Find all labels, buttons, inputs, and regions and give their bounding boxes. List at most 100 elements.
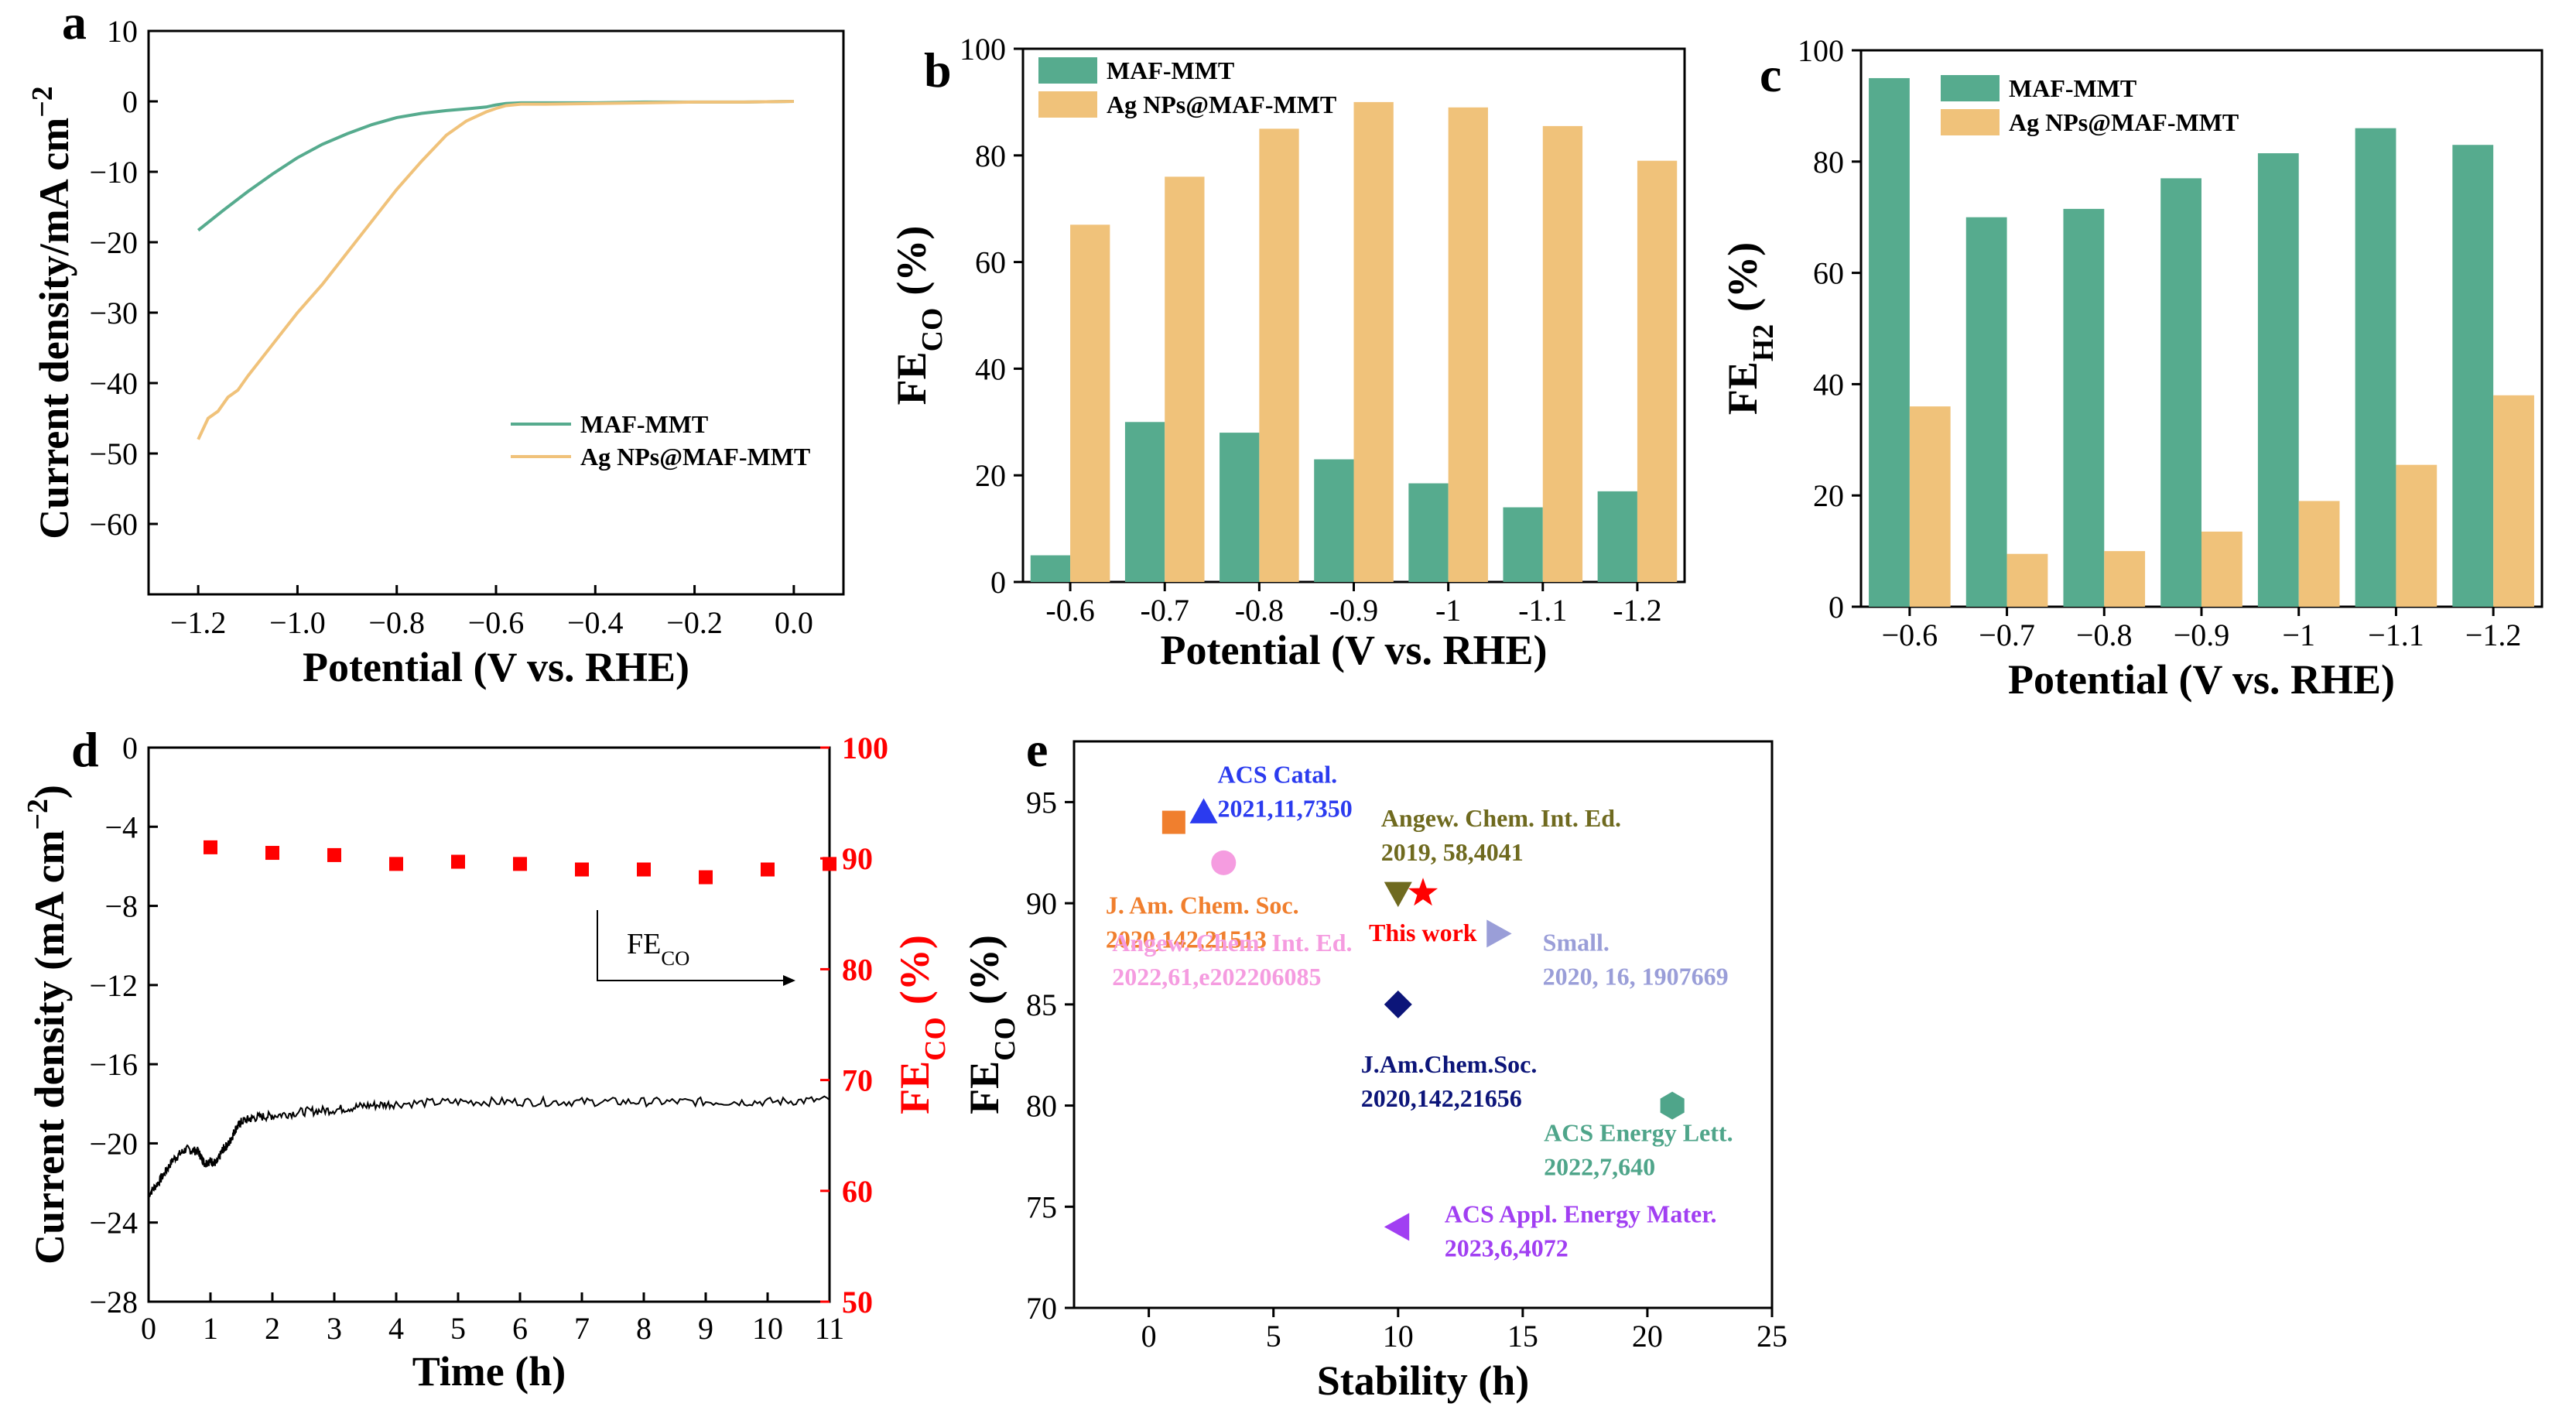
arrow-head-d bbox=[783, 975, 795, 986]
y-tick-label-c: 40 bbox=[1813, 367, 1844, 402]
panel-label-b: b bbox=[924, 43, 952, 98]
point-label-e-2: Angew. Chem. Int. Ed. bbox=[1112, 929, 1352, 957]
y-tick-label-c: 100 bbox=[1798, 33, 1844, 68]
y-tick-label-e: 80 bbox=[1026, 1089, 1057, 1124]
point-label-e-0: 2021,11,7350 bbox=[1218, 795, 1353, 823]
y-tick-label-a: −10 bbox=[89, 155, 138, 190]
annotation-arrow-d bbox=[597, 910, 791, 981]
bar-b-s1-5 bbox=[1542, 125, 1583, 582]
x-tick-label-c: −1.1 bbox=[2368, 618, 2424, 652]
y-axis-label-c-part: FE bbox=[1719, 361, 1766, 415]
point-label-e-2: 2022,61,e202206085 bbox=[1112, 963, 1321, 991]
legend-label-a-0: MAF-MMT bbox=[580, 410, 708, 438]
panel-label-d: d bbox=[71, 722, 99, 777]
x-tick-label-b: -0.8 bbox=[1235, 593, 1284, 628]
x-tick-label-d: 2 bbox=[265, 1311, 280, 1346]
legend-label-b-1: Ag NPs@MAF-MMT bbox=[1107, 91, 1336, 118]
bar-c-s1-3 bbox=[2201, 531, 2242, 607]
x-tick-label-d: 8 bbox=[636, 1311, 652, 1346]
x-tick-label-a: −0.6 bbox=[468, 605, 525, 640]
scatter-point-e-3 bbox=[1384, 881, 1412, 908]
x-tick-label-d: 9 bbox=[698, 1311, 713, 1346]
current-density-line-d bbox=[148, 1094, 830, 1197]
annotation-label-d-part: CO bbox=[661, 946, 689, 970]
point-label-e-6: 2020,142,21656 bbox=[1361, 1084, 1522, 1112]
panel-label-e: e bbox=[1026, 722, 1048, 777]
x-axis-label-a: Potential (V vs. RHE) bbox=[303, 644, 689, 690]
point-label-e-4: This work bbox=[1369, 919, 1477, 946]
y2-axis-label-d: FECO (%) bbox=[891, 935, 952, 1114]
annotation-label-d-part: FE bbox=[627, 928, 661, 960]
x-tick-label-e: 0 bbox=[1141, 1319, 1157, 1354]
y-axis-label-e-part: CO bbox=[989, 1017, 1021, 1061]
x-tick-label-d: 1 bbox=[203, 1311, 218, 1346]
bar-b-s0-5 bbox=[1503, 507, 1543, 582]
x-tick-label-a: −1.2 bbox=[170, 605, 227, 640]
x-axis-label-d: Time (h) bbox=[412, 1348, 566, 1395]
x-tick-label-a: 0.0 bbox=[775, 605, 813, 640]
y-tick-label-d: 0 bbox=[122, 731, 138, 765]
y-axis-label-c-part: H2 bbox=[1747, 324, 1780, 361]
y-tick-label-b: 20 bbox=[975, 458, 1006, 493]
scatter-point-e-5 bbox=[1486, 919, 1512, 948]
y-axis-label-d-part: ) bbox=[26, 785, 73, 799]
y-tick-label-a: 0 bbox=[122, 84, 138, 119]
x-tick-label-b: -1.2 bbox=[1613, 593, 1661, 628]
x-tick-label-e: 25 bbox=[1757, 1319, 1787, 1354]
fe-point-d-8 bbox=[699, 870, 713, 885]
y2-axis-label-d-part: (%) bbox=[891, 935, 938, 1005]
legend-swatch-c-1 bbox=[1941, 109, 2000, 135]
panel-label-a: a bbox=[62, 0, 87, 50]
fe-point-d-6 bbox=[575, 862, 589, 877]
x-tick-label-e: 10 bbox=[1383, 1319, 1414, 1354]
bar-b-s0-1 bbox=[1124, 422, 1165, 582]
plot-frame-e bbox=[1072, 740, 1774, 1309]
bar-c-s1-1 bbox=[2006, 553, 2048, 607]
point-label-e-5: Small. bbox=[1543, 928, 1610, 956]
fe-point-d-3 bbox=[389, 857, 403, 871]
annotation-label-d: FECO bbox=[627, 928, 689, 970]
panel-label-c: c bbox=[1760, 47, 1781, 102]
point-label-e-0: ACS Catal. bbox=[1218, 761, 1338, 789]
y-tick-label-e: 90 bbox=[1026, 886, 1057, 921]
bar-c-s0-0 bbox=[1869, 77, 1910, 607]
y2-tick-label-d: 100 bbox=[842, 731, 888, 765]
y-tick-label-a: −30 bbox=[89, 296, 138, 330]
y-tick-label-a: −60 bbox=[89, 507, 138, 542]
legend-label-c-0: MAF-MMT bbox=[2009, 74, 2136, 102]
series-line-a-0 bbox=[197, 100, 794, 232]
y2-tick-label-d: 70 bbox=[842, 1063, 873, 1098]
y-axis-label-e: FECO (%) bbox=[961, 935, 1021, 1114]
y-axis-label-e-part: FE bbox=[961, 1061, 1007, 1114]
y-tick-label-d: −28 bbox=[89, 1285, 138, 1319]
fe-point-d-5 bbox=[513, 857, 527, 871]
bar-b-s0-0 bbox=[1030, 555, 1071, 582]
x-tick-label-c: −0.9 bbox=[2174, 618, 2230, 652]
y-axis-label-d-part: Current density (mA cm bbox=[26, 830, 73, 1264]
bar-b-s0-4 bbox=[1408, 483, 1449, 582]
y2-tick-label-d: 90 bbox=[842, 841, 873, 876]
y-tick-label-a: −20 bbox=[89, 225, 138, 260]
y-axis-label-b-part: CO bbox=[916, 308, 949, 352]
x-tick-label-d: 3 bbox=[327, 1311, 342, 1346]
y-tick-label-b: 0 bbox=[990, 565, 1006, 600]
point-label-e-3: 2019, 58,4041 bbox=[1381, 838, 1524, 866]
bar-c-s1-4 bbox=[2298, 501, 2340, 607]
y-tick-label-d: −12 bbox=[89, 968, 138, 1003]
y-tick-label-d: −8 bbox=[104, 889, 138, 924]
x-tick-label-a: −0.8 bbox=[368, 605, 425, 640]
y-tick-label-d: −20 bbox=[89, 1126, 138, 1161]
plot-frame-a bbox=[147, 29, 845, 596]
y-tick-label-c: 60 bbox=[1813, 256, 1844, 291]
y-tick-label-a: 10 bbox=[107, 14, 138, 49]
point-label-e-7: ACS Energy Lett. bbox=[1544, 1119, 1733, 1147]
series-line-a-1 bbox=[197, 100, 794, 440]
point-label-e-6: J.Am.Chem.Soc. bbox=[1361, 1050, 1538, 1078]
x-axis-label-c: Potential (V vs. RHE) bbox=[2008, 656, 2395, 703]
point-label-e-1: 2020,142,21513 bbox=[1106, 926, 1267, 953]
y-axis-label-d: Current density (mA cm−2) bbox=[22, 785, 73, 1265]
x-tick-label-b: -0.6 bbox=[1045, 593, 1094, 628]
y-tick-label-e: 95 bbox=[1026, 785, 1057, 820]
x-tick-label-c: −0.6 bbox=[1882, 618, 1938, 652]
legend-swatch-c-0 bbox=[1941, 75, 2000, 101]
